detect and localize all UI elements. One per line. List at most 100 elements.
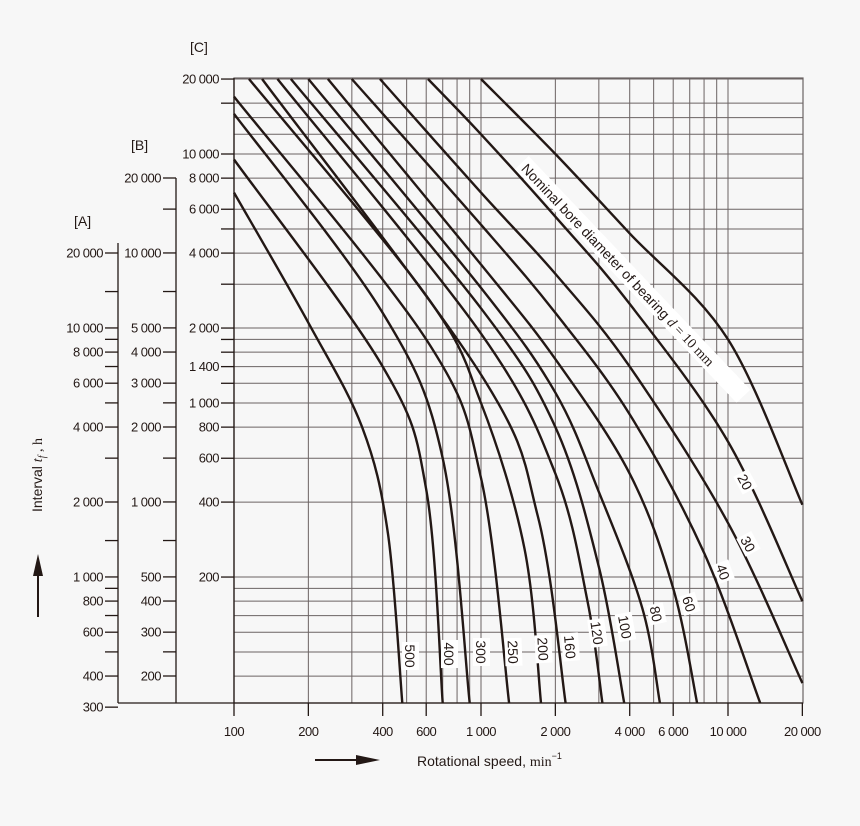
y-axis-a-tick-label: 800 (83, 594, 103, 609)
svg-text:60: 60 (679, 594, 699, 614)
y-axis-a-tick-label: 1 000 (73, 569, 103, 584)
y-axis-b-tick-label: 300 (141, 625, 161, 640)
curve-label-300: 300 (473, 638, 490, 666)
y-axis-b-tick-label: 10 000 (124, 245, 161, 260)
curve-d-250 (233, 95, 511, 704)
svg-text:40: 40 (713, 562, 733, 582)
curve-d-40 (350, 78, 762, 704)
svg-text:250: 250 (505, 640, 522, 664)
svg-text:20: 20 (734, 471, 756, 492)
x-tick-label: 200 (298, 724, 318, 739)
curve-d-10 (480, 78, 804, 506)
svg-text:120: 120 (587, 620, 606, 646)
y-axis-a-tick-label: 300 (83, 700, 103, 715)
y-axis-a-tick-label: 8 000 (73, 345, 103, 360)
curve-label-500: 500 (402, 642, 419, 670)
y-axis-c-tick-label: 1 000 (189, 396, 219, 411)
svg-text:160: 160 (561, 635, 579, 660)
y-axis-c-tick-label: 20 000 (182, 72, 219, 87)
annotation-text: Nominal bore diameter of bearing (518, 160, 675, 325)
curve-label-250: 250 (504, 637, 523, 667)
axis-b-header: [B] (131, 137, 148, 153)
x-tick-label: 400 (373, 724, 393, 739)
svg-text:300: 300 (473, 640, 489, 664)
curve-d-80 (307, 78, 662, 704)
y-axis-b-tick-label: 400 (141, 594, 161, 609)
curve-d-300 (233, 113, 471, 704)
svg-text:200: 200 (534, 637, 551, 661)
y-axis-a-tick-label: 20 000 (66, 246, 103, 261)
bore-diameter-annotation: Nominal bore diameter of bearing d = 10 … (514, 156, 751, 403)
curve-label-400: 400 (441, 640, 458, 668)
curves (232, 78, 804, 704)
y-axis-c-tick-label: 600 (199, 451, 219, 466)
svg-text:500: 500 (402, 644, 418, 668)
svg-text:30: 30 (737, 533, 759, 554)
y-axis-b-tick-label: 2 000 (131, 420, 161, 435)
y-axis-c-tick-label: 4 000 (189, 246, 219, 261)
x-tick-label: 100 (224, 724, 244, 739)
curve-label-100: 100 (614, 611, 637, 643)
y-axis-b-tick-label: 500 (141, 569, 161, 584)
curve-d-500 (232, 192, 404, 704)
curve-label-40: 40 (712, 559, 735, 585)
y-axis-c-tick-label: 10 000 (182, 147, 219, 162)
y-axis-c-tick-label: 8 000 (189, 171, 219, 186)
right-arrow-icon (315, 755, 380, 765)
curve-label-120: 120 (587, 617, 608, 648)
curve-d-200 (248, 78, 543, 704)
svg-text:80: 80 (647, 605, 666, 624)
axes: 100 200 400 600 1 000 2 000 4 000 6 000 10 000 20… (66, 72, 821, 739)
y-title-var: t (31, 457, 46, 462)
svg-text:100: 100 (615, 614, 635, 640)
y-axis-c-tick-label: 800 (199, 420, 219, 435)
x-tick-label: 2 000 (540, 724, 570, 739)
y-axis-c-tick-label: 1 400 (189, 359, 219, 374)
y-axis-b-tick-label: 200 (141, 669, 161, 684)
curve-d-400 (233, 158, 444, 704)
curve-label-80: 80 (646, 602, 667, 626)
y-axis-b-tick-label: 3 000 (131, 376, 161, 391)
curve-d-160 (261, 78, 567, 704)
y-axis-c-tick-label: 400 (199, 495, 219, 510)
plot-grid (233, 77, 804, 704)
y-axis-b-tick-label: 20 000 (124, 171, 161, 186)
y-axis-c-tick-label: 6 000 (189, 202, 219, 217)
y-title-main: Interval (29, 462, 45, 512)
y-axis-a-tick-label: 10 000 (66, 320, 103, 335)
y-axis-b-tick-label: 5 000 (131, 320, 161, 335)
y-axis-a-tick-label: 600 (83, 625, 103, 640)
y-title-sub: f (37, 454, 48, 458)
curve-label-30: 30 (736, 530, 761, 557)
curve-d-30 (379, 78, 804, 684)
x-tick-label: 600 (416, 724, 436, 739)
x-tick-label: 1 000 (466, 724, 496, 739)
y-axis-a-tick-label: 2 000 (73, 495, 103, 510)
curve-d-100 (289, 78, 626, 704)
x-title-unit: min (530, 755, 552, 770)
curve-label-160: 160 (560, 632, 581, 662)
y-axis-a-tick-label: 4 000 (73, 420, 103, 435)
y-title-unit: , h (31, 438, 46, 456)
up-arrow-icon (33, 554, 43, 617)
x-title-main: Rotational speed, (417, 753, 530, 769)
axis-c-header: [C] (190, 39, 208, 55)
y-axis-a-tick-label: 6 000 (73, 376, 103, 391)
curve-d-120 (276, 78, 604, 704)
x-axis-title: Rotational speed, min−1 (417, 751, 562, 770)
y-axis-title: Interval tf , h (29, 438, 48, 512)
x-tick-label: 4 000 (615, 724, 645, 739)
y-axis-a-tick-label: 400 (83, 669, 103, 684)
x-tick-label: 6 000 (658, 724, 688, 739)
y-axis-b-tick-label: 4 000 (131, 345, 161, 360)
svg-text:400: 400 (441, 642, 457, 666)
curve-label-60: 60 (678, 591, 701, 616)
curve-d-60 (326, 78, 699, 704)
y-axis-c-tick-label: 200 (199, 570, 219, 585)
axis-a-header: [A] (74, 213, 91, 229)
y-axis-c-tick-label: 2 000 (189, 321, 219, 336)
curve-label-20: 20 (733, 468, 758, 495)
y-axis-b-tick-label: 1 000 (131, 494, 161, 509)
